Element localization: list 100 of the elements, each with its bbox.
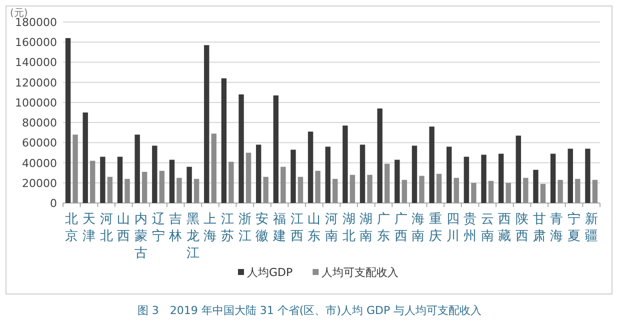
y-tick-label: 40000	[22, 156, 57, 170]
bar	[488, 180, 494, 203]
bar	[367, 174, 372, 203]
bar	[471, 182, 476, 203]
bar	[332, 178, 338, 203]
bar	[377, 108, 382, 203]
x-tick-label: 宁夏	[568, 211, 581, 244]
bar	[592, 180, 598, 203]
x-tick-label: 山西	[117, 212, 130, 244]
bar	[152, 146, 158, 203]
x-tick-label: 海南	[412, 212, 425, 244]
bar	[256, 144, 262, 203]
y-tick-label: 180000	[15, 16, 57, 29]
bar	[516, 136, 522, 203]
bar	[238, 94, 244, 203]
bar	[298, 176, 304, 203]
x-tick-label: 上海	[204, 212, 217, 244]
bar	[169, 160, 175, 203]
bar	[273, 95, 279, 203]
bar	[325, 146, 330, 203]
x-tick-label: 江苏	[221, 212, 234, 244]
bar	[342, 126, 348, 203]
bar	[384, 164, 390, 203]
bar	[533, 170, 538, 203]
x-tick-label: 云南	[480, 212, 494, 244]
bar	[186, 166, 192, 203]
bar	[360, 144, 366, 203]
x-tick-label: 安徽	[256, 211, 269, 244]
x-tick-label: 天津	[82, 212, 96, 244]
bar	[481, 154, 486, 203]
x-tick-label: 广东	[376, 212, 390, 244]
bar	[228, 162, 234, 203]
bar	[350, 174, 356, 203]
x-tick-label: 甘肃	[532, 212, 546, 244]
bar	[211, 134, 216, 203]
bar	[464, 156, 470, 203]
bar	[429, 126, 434, 203]
x-tick-label: 贵州	[464, 212, 477, 244]
bar	[204, 45, 210, 203]
x-tick-label: 江西	[290, 212, 304, 244]
bar	[558, 180, 563, 203]
bar	[221, 78, 227, 203]
bar	[90, 160, 96, 203]
bar	[412, 146, 418, 203]
x-tick-label: 河北	[100, 212, 113, 244]
bar	[454, 178, 459, 203]
x-tick-label: 黑龙江	[186, 212, 200, 261]
x-tick-label: 山东	[308, 212, 321, 244]
x-tick-label: 陕西	[516, 212, 529, 244]
bar	[575, 178, 580, 203]
x-tick-label: 重庆	[428, 212, 442, 244]
y-tick-label: 160000	[15, 36, 57, 50]
y-tick-label: 100000	[15, 96, 57, 110]
x-tick-label: 青海	[550, 212, 564, 244]
bar	[65, 38, 71, 203]
bar	[142, 172, 148, 203]
bar	[82, 112, 88, 203]
bar	[436, 174, 442, 203]
bar	[134, 134, 140, 203]
x-tick-label: 广西	[394, 212, 408, 244]
x-tick-label: 河南	[325, 212, 338, 244]
x-tick-label: 福建	[272, 212, 286, 244]
bar	[419, 176, 424, 203]
bar	[506, 182, 511, 203]
x-tick-label: 新疆	[584, 212, 598, 244]
bar	[124, 178, 130, 203]
bar	[100, 156, 106, 203]
bar	[107, 176, 113, 203]
text: 图 3 2019 年中国大陆 31 个省(区、市)人均 GDP 与人均可支配收入	[137, 304, 482, 317]
y-axis-title: (元)	[10, 8, 28, 19]
bar	[402, 180, 408, 203]
bar	[523, 178, 528, 203]
bar	[290, 150, 296, 203]
y-tick-label: 80000	[22, 116, 57, 130]
bar	[498, 154, 504, 203]
bar	[117, 156, 123, 203]
legend-label: 人均GDP	[247, 266, 293, 279]
y-tick-label: 20000	[22, 176, 57, 190]
bar	[394, 160, 400, 203]
bar	[194, 178, 200, 203]
x-tick-label: 吉林	[168, 212, 182, 244]
bar	[280, 166, 286, 203]
bar	[315, 170, 320, 203]
x-tick-label: 西藏	[498, 212, 512, 244]
bar	[72, 134, 78, 203]
y-tick-label: 120000	[15, 76, 57, 90]
y-tick-label: 140000	[15, 56, 57, 70]
bar	[159, 170, 164, 203]
x-tick-label: 北京	[65, 212, 78, 244]
y-tick-label: 60000	[22, 136, 57, 150]
bar	[263, 176, 268, 203]
x-tick-label: 四川	[446, 212, 460, 244]
bar	[446, 146, 452, 203]
x-tick-label: 浙江	[238, 212, 252, 244]
legend-label: 人均可支配收入	[322, 266, 399, 279]
bar	[550, 154, 556, 203]
bar	[308, 132, 314, 203]
bar	[176, 178, 182, 203]
bar	[246, 152, 252, 203]
bar	[585, 148, 590, 203]
